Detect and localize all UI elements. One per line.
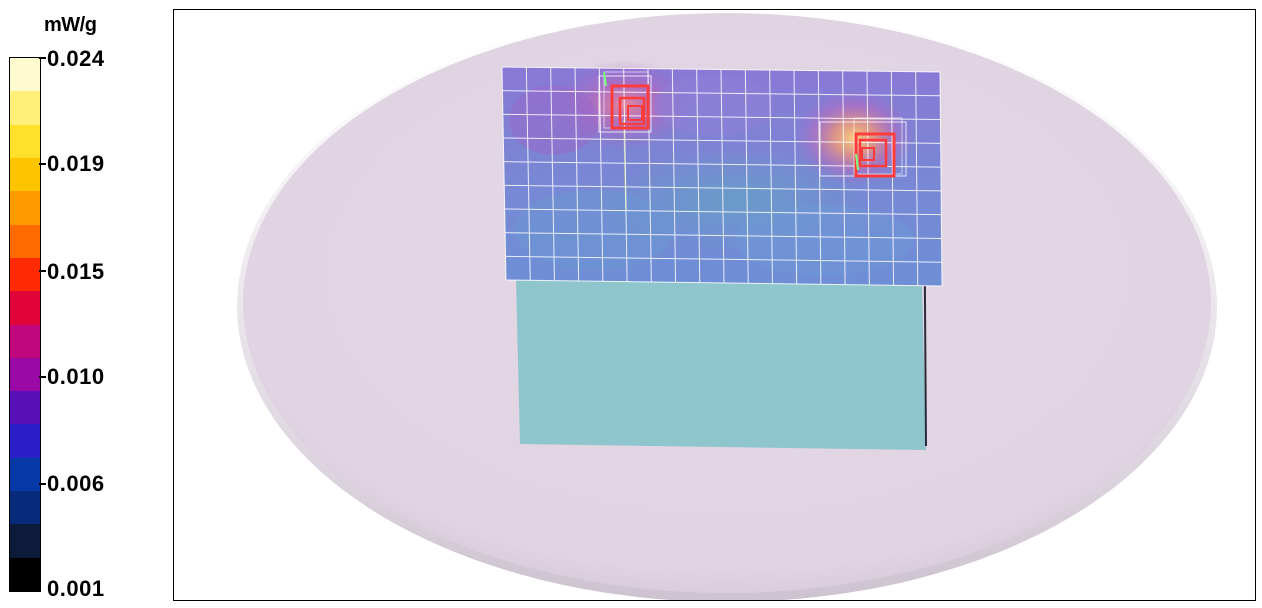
sar-scene [237,10,1217,600]
color-scale-legend: mW/g 0.024 0.019 0.015 0.010 0.006 0.001 [0,0,170,608]
tick-mark [39,57,46,59]
grid-line-vertical [793,70,798,285]
measurement-grid [501,66,943,287]
color-scale-segment [10,58,40,92]
scale-label: 0.006 [47,471,105,496]
grid-line-horizontal [503,137,941,144]
grid-line-horizontal [504,184,942,192]
color-scale-segment [10,524,40,558]
tick-mark [39,163,46,165]
color-scale-segment [10,257,40,292]
grid-line-horizontal [504,208,942,216]
scale-label: 0.015 [47,259,105,284]
grid-line-vertical [744,69,749,284]
grid-line-vertical [550,67,555,281]
grid-line-vertical [890,71,895,286]
3d-viewport[interactable] [173,9,1256,601]
device-body [516,278,926,450]
grid-line-vertical [598,68,604,282]
color-scale-segment [10,457,40,492]
color-scale-segment [10,391,40,425]
color-scale-segment [10,291,40,325]
color-scale-segment [10,224,40,258]
grid-line-vertical [866,71,870,286]
color-scale-segment [10,124,40,158]
grid-line-horizontal [501,66,941,73]
unit-label: mW/g [44,14,97,36]
probe-marker-right [819,117,907,178]
tick-mark [39,483,46,485]
color-scale-segment [10,91,40,125]
tick-mark [39,270,46,272]
color-scale-segment [10,157,40,192]
scale-label: 0.019 [47,151,105,176]
color-scale-segment [10,357,40,392]
color-scale-segment [10,191,40,225]
grid-line-vertical [501,66,507,281]
grid-line-vertical [696,69,701,283]
grid-line-vertical [817,70,822,285]
scale-label-max: 0.024 [47,46,105,71]
color-scale-segment [10,424,40,458]
grid-line-vertical [574,67,580,282]
grid-line-vertical [915,71,919,286]
grid-line-vertical [623,68,628,282]
color-scale-bar [9,57,41,592]
grid-line-vertical [769,70,773,284]
color-scale-segment [10,491,40,525]
grid-line-vertical [939,71,943,287]
color-scale-segment [10,324,40,358]
scale-label: 0.010 [47,364,105,389]
probe-marker-left [598,71,652,133]
tick-mark [39,376,46,378]
color-scale-segment [10,557,40,591]
grid-line-vertical [720,69,725,284]
grid-line-vertical [525,67,531,281]
grid-line-vertical [842,70,846,285]
scale-label-min: 0.001 [47,576,105,601]
grid-line-horizontal [505,232,942,239]
grid-line-horizontal [505,279,943,287]
grid-line-vertical [671,68,677,283]
grid-line-horizontal [502,90,941,97]
grid-line-horizontal [502,113,941,121]
grid-line-horizontal [505,255,942,263]
